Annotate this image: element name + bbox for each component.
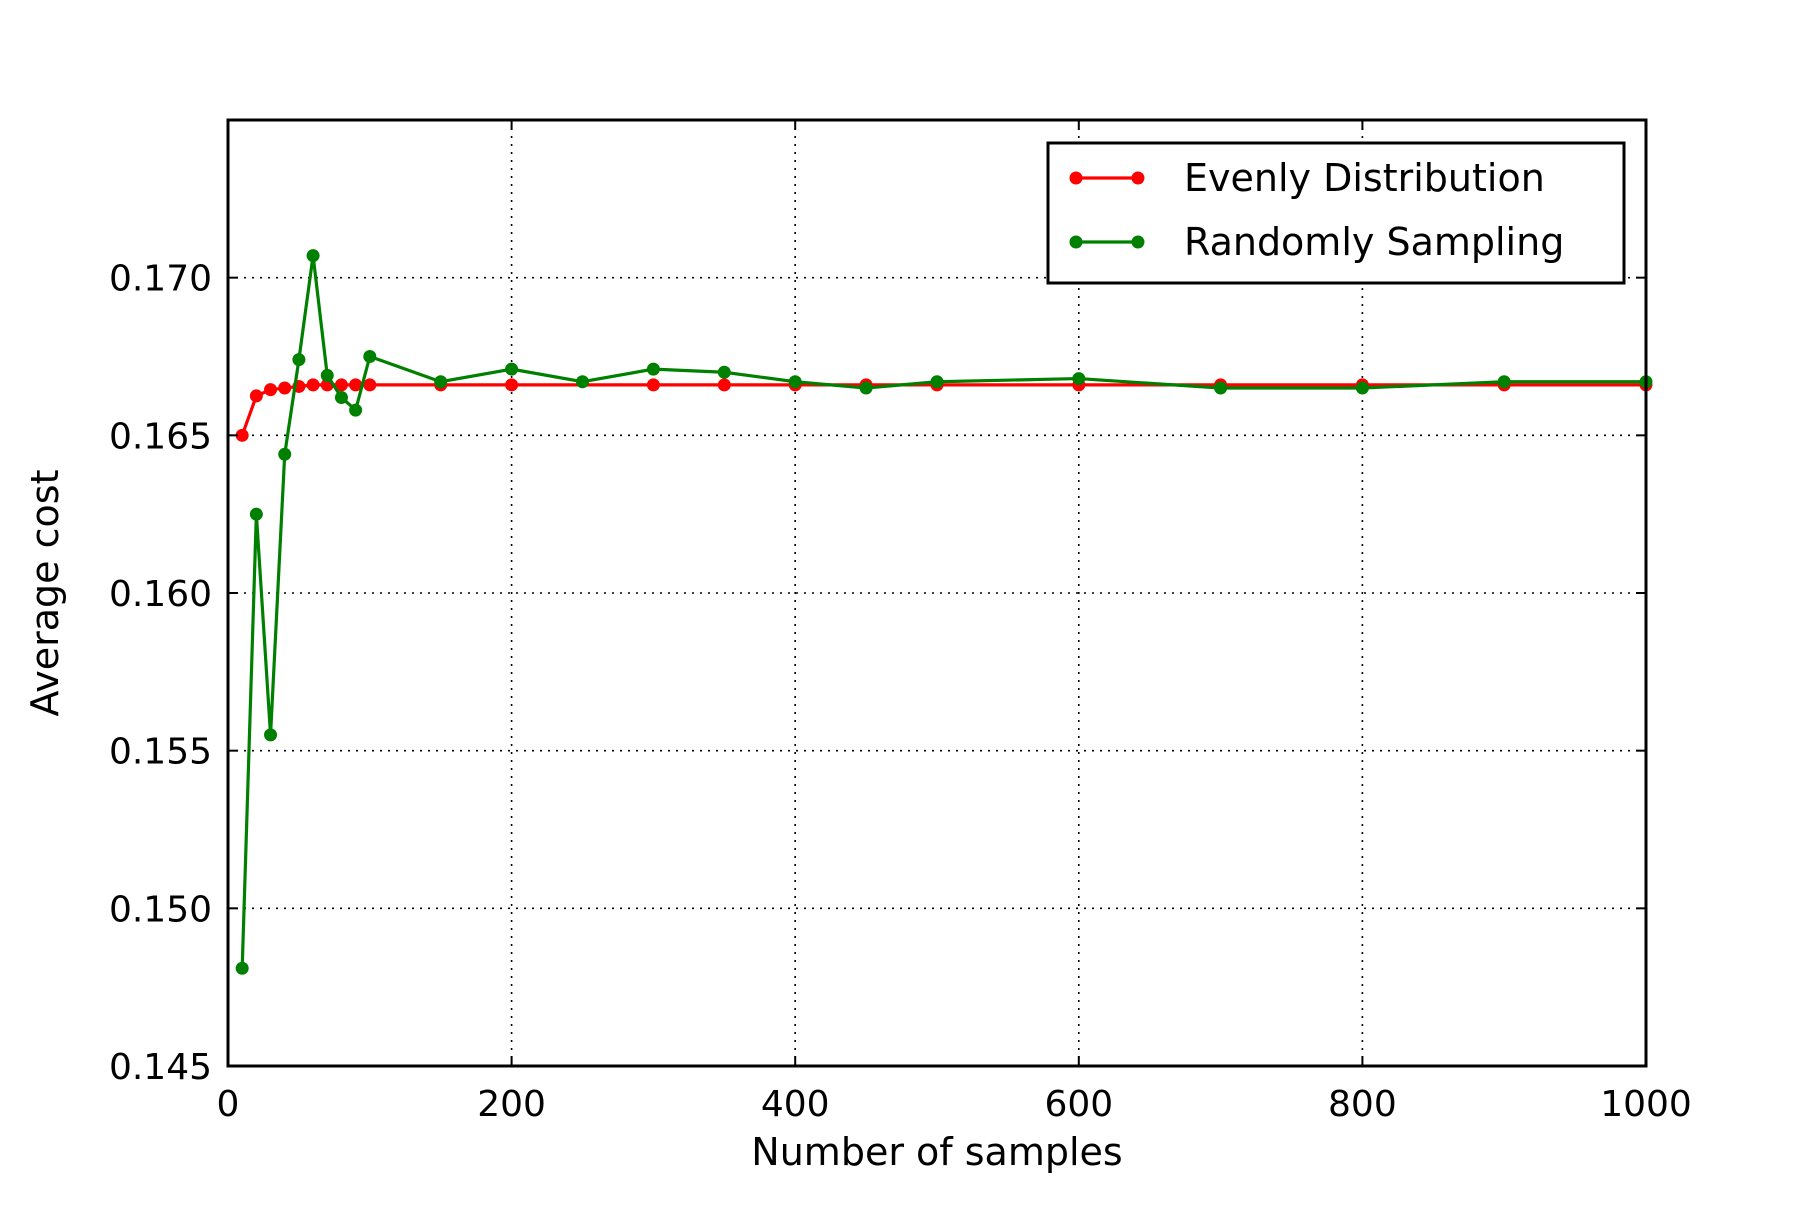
legend-label: Randomly Sampling — [1184, 220, 1564, 264]
y-tick-label: 0.150 — [109, 889, 212, 930]
data-point — [235, 961, 249, 975]
x-tick-label: 600 — [1044, 1084, 1113, 1125]
data-point — [349, 378, 363, 392]
x-axis-label: Number of samples — [751, 1130, 1122, 1174]
data-point — [349, 403, 363, 417]
data-point — [1497, 375, 1511, 389]
data-point — [505, 378, 519, 392]
legend-marker — [1131, 171, 1145, 185]
legend-marker — [1069, 171, 1083, 185]
x-tick-label: 800 — [1328, 1084, 1397, 1125]
data-point — [1072, 372, 1086, 386]
data-point — [264, 728, 278, 742]
x-tick-label: 1000 — [1600, 1084, 1692, 1125]
data-point — [434, 375, 448, 389]
legend: Evenly Distribution Randomly Sampling — [1046, 141, 1626, 285]
data-point — [1355, 381, 1369, 395]
grid — [228, 120, 1646, 1066]
legend-entry: Randomly Sampling — [1069, 220, 1564, 264]
data-point — [320, 368, 334, 382]
data-point — [717, 378, 731, 392]
data-point — [264, 383, 278, 397]
data-point — [646, 378, 660, 392]
data-point — [930, 375, 944, 389]
legend-label: Evenly Distribution — [1184, 156, 1545, 200]
legend-marker — [1069, 235, 1083, 249]
series-layer — [235, 249, 1653, 975]
series-2 — [235, 249, 1653, 975]
ticks: 0 200 400 600 800 1000 0.145 0.150 0.155 0.160 0.1… — [109, 120, 1692, 1125]
data-point — [249, 507, 263, 521]
data-point — [235, 428, 249, 442]
y-tick-label: 0.160 — [109, 574, 212, 615]
x-tick-label: 400 — [761, 1084, 830, 1125]
data-point — [334, 378, 348, 392]
y-axis-label: Average cost — [23, 470, 67, 717]
y-tick-label: 0.165 — [109, 416, 212, 457]
data-point — [505, 362, 519, 376]
legend-marker — [1131, 235, 1145, 249]
data-point — [278, 381, 292, 395]
data-point — [306, 378, 320, 392]
y-tick-label: 0.170 — [109, 259, 212, 300]
data-point — [363, 350, 377, 363]
data-point — [249, 389, 263, 403]
data-point — [1214, 381, 1228, 395]
data-point — [717, 365, 731, 379]
data-point — [292, 353, 306, 367]
legend-entry: Evenly Distribution — [1069, 156, 1545, 200]
y-tick-label: 0.145 — [109, 1047, 212, 1088]
x-tick-label: 200 — [477, 1084, 546, 1125]
x-tick-label: 0 — [217, 1084, 240, 1125]
data-point — [576, 375, 589, 389]
data-point — [278, 447, 292, 461]
data-point — [363, 378, 377, 392]
data-point — [788, 375, 802, 389]
data-point — [646, 362, 660, 376]
legend-box — [1046, 141, 1626, 285]
data-point — [859, 381, 873, 395]
data-point — [306, 249, 320, 263]
y-tick-label: 0.155 — [109, 732, 212, 773]
data-point — [334, 390, 348, 404]
